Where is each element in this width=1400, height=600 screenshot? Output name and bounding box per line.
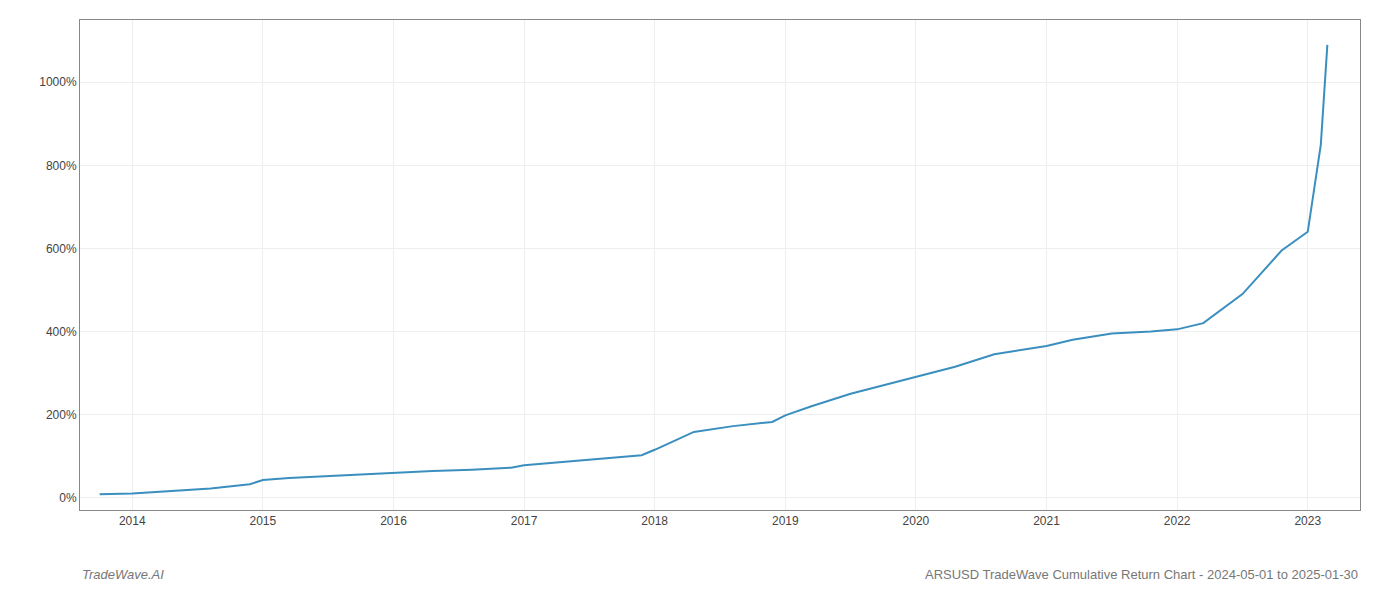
svg-text:TradeWave.AI: TradeWave.AI <box>82 567 164 582</box>
svg-text:2018: 2018 <box>641 514 668 528</box>
svg-text:ARSUSD TradeWave Cumulative Re: ARSUSD TradeWave Cumulative Return Chart… <box>925 567 1358 582</box>
svg-text:2017: 2017 <box>511 514 538 528</box>
svg-text:2023: 2023 <box>1294 514 1321 528</box>
svg-text:2022: 2022 <box>1164 514 1191 528</box>
svg-text:200%: 200% <box>46 408 77 422</box>
svg-text:400%: 400% <box>46 325 77 339</box>
svg-text:1000%: 1000% <box>39 75 77 89</box>
svg-text:0%: 0% <box>59 491 77 505</box>
svg-text:2021: 2021 <box>1033 514 1060 528</box>
svg-text:2016: 2016 <box>380 514 407 528</box>
svg-text:2020: 2020 <box>903 514 930 528</box>
svg-text:2015: 2015 <box>250 514 277 528</box>
svg-text:2014: 2014 <box>119 514 146 528</box>
svg-text:600%: 600% <box>46 242 77 256</box>
svg-text:800%: 800% <box>46 159 77 173</box>
svg-text:2019: 2019 <box>772 514 799 528</box>
